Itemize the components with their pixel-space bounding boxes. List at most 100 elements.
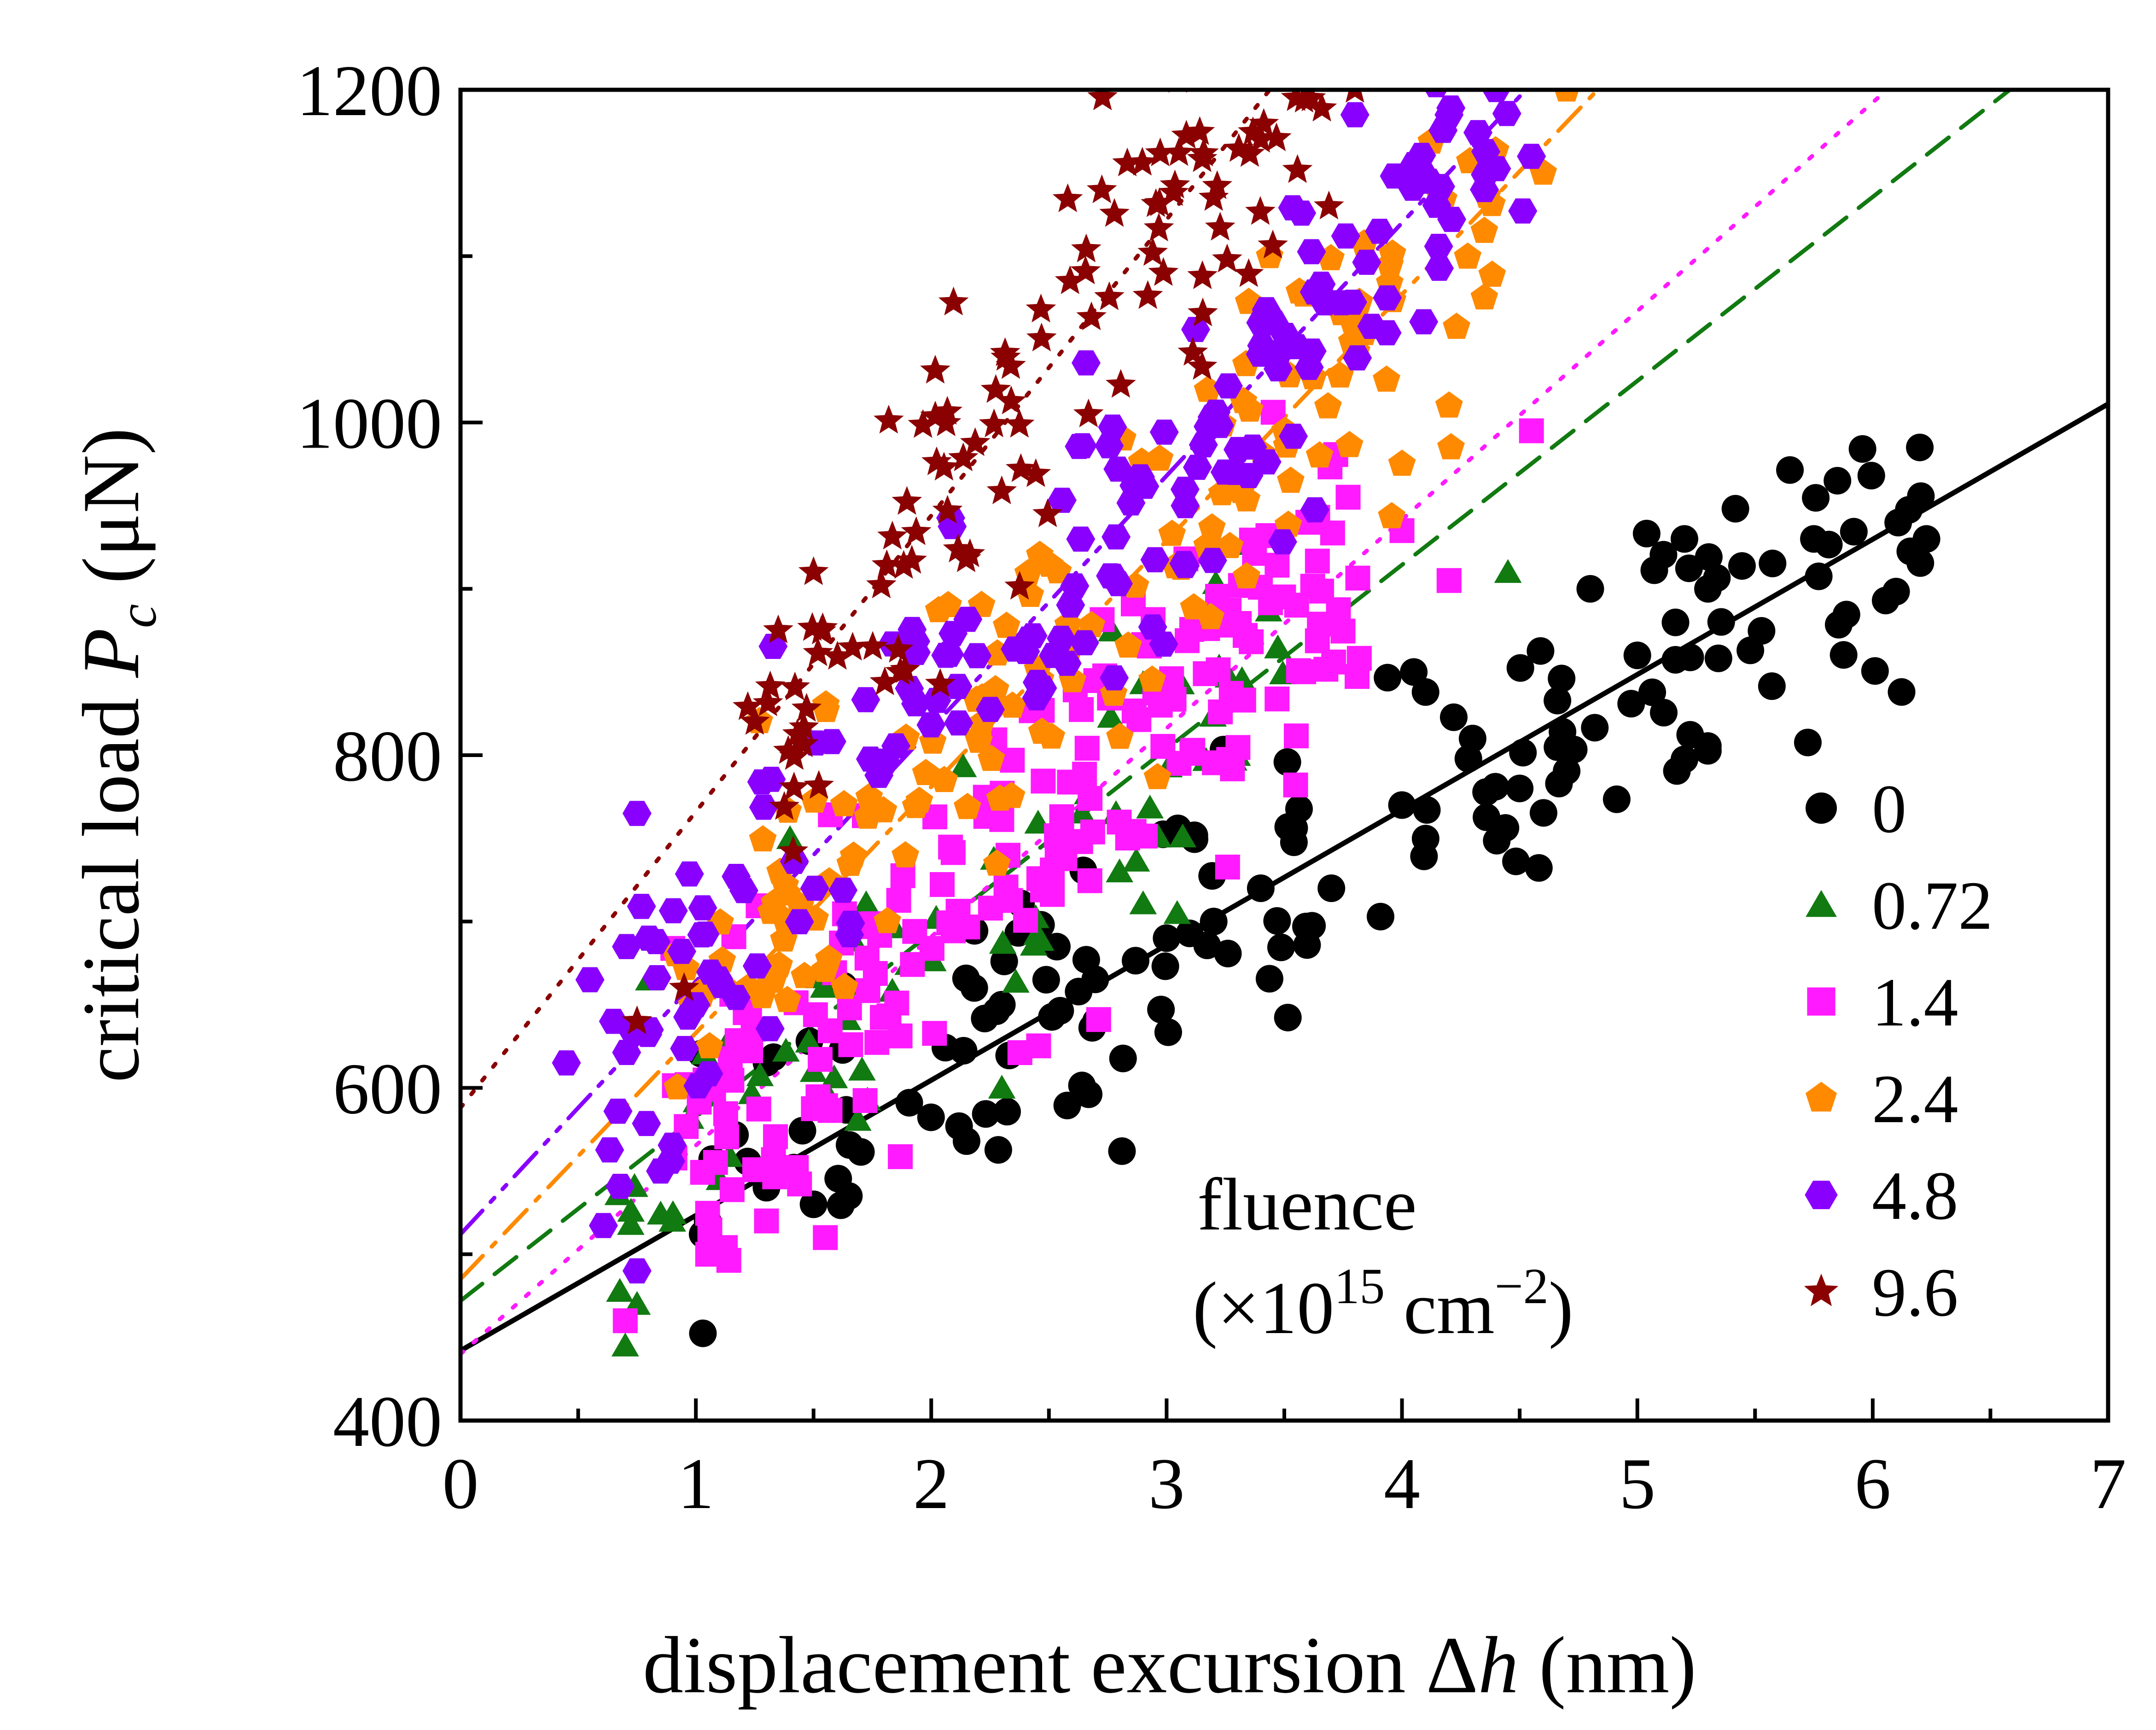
data-point [1094,281,1125,310]
data-point [1670,746,1698,774]
data-point [791,961,819,988]
data-point [1158,519,1186,546]
fluence-unit-cm-exponent: −2 [1495,1258,1549,1314]
data-point [830,973,858,999]
data-point [902,792,930,818]
data-point [981,675,1009,701]
data-point [1149,419,1179,445]
y-tick-label: 400 [333,1381,442,1462]
data-point [1099,198,1130,227]
data-point [716,1248,741,1273]
data-point [1233,485,1261,512]
data-point [822,641,853,670]
data-point [612,1308,638,1334]
data-point [1074,735,1100,761]
data-point [603,1098,633,1124]
data-point [1439,703,1468,731]
fluence-annotation-unit: (×1015 cm−2) [1193,1258,1573,1350]
data-point [753,687,783,716]
data-point [1848,435,1876,463]
data-point [1154,1018,1182,1046]
data-point [1268,529,1297,554]
data-point [943,533,973,563]
data-point [1670,525,1698,553]
data-point [885,656,916,685]
data-point [803,637,833,666]
data-point [1470,283,1498,309]
y-tick-label: 800 [333,716,442,797]
data-point [888,550,919,579]
data-point [758,634,788,659]
legend-label-4.8: 4.8 [1872,1158,1958,1234]
data-point [703,1150,728,1175]
data-point [1399,152,1429,177]
data-point [1694,737,1722,765]
data-point [1215,854,1240,880]
data-point [952,964,980,992]
data-point [1087,90,1118,111]
data-point [763,1124,788,1149]
data-point [769,791,799,820]
fluence-annotation-label: fluence [1197,1164,1417,1246]
data-point [799,1190,827,1218]
data-point [955,915,980,940]
data-point [1529,799,1557,827]
data-point [1246,310,1276,335]
data-point [1127,146,1158,176]
data-point [612,1040,641,1065]
data-point [920,355,950,384]
data-point [1216,532,1244,558]
y-tick-label: 1200 [297,51,442,131]
data-point [1076,301,1107,331]
data-point [746,1096,771,1122]
data-point [1052,183,1083,212]
data-point [800,875,829,901]
data-point [776,825,804,849]
data-point [806,615,837,645]
data-point [854,802,882,829]
data-point [1255,965,1283,993]
data-point [1143,212,1174,242]
data-point [1502,847,1530,875]
data-point [1087,174,1117,204]
data-point [1037,722,1066,749]
data-point [749,825,777,851]
x-tick-label: 7 [2090,1444,2127,1524]
data-point [1472,778,1500,806]
data-point [717,1046,743,1071]
data-point [552,1050,581,1076]
data-point [780,671,810,700]
data-point [695,1241,720,1267]
data-point [908,409,938,438]
data-point [976,697,1005,722]
data-point [1112,147,1142,176]
data-point [617,1198,645,1222]
data-point [1895,496,1923,524]
data-point [932,396,963,425]
data-point [1527,637,1555,665]
data-point [1246,123,1276,153]
data-point [1279,424,1308,449]
data-point [1208,479,1236,506]
data-point [980,374,1011,403]
data-point [1224,133,1254,162]
data-point [1374,664,1402,692]
data-point [729,878,758,903]
data-point [1291,659,1317,684]
data-point [1345,565,1370,591]
fluence-unit-cm: cm [1385,1267,1494,1350]
y-axis-title-prefix: critical load [66,678,156,1083]
data-point [1309,578,1334,604]
data-point [866,569,897,599]
data-point [1378,502,1406,529]
legend-marker-1.4 [1807,987,1836,1016]
data-point [773,735,804,764]
data-point [1758,672,1786,700]
data-point [1239,629,1264,654]
data-point [1470,216,1498,243]
data-point [1107,810,1132,835]
data-point [761,1147,786,1172]
data-point [1506,654,1534,682]
data-point [1163,900,1191,924]
